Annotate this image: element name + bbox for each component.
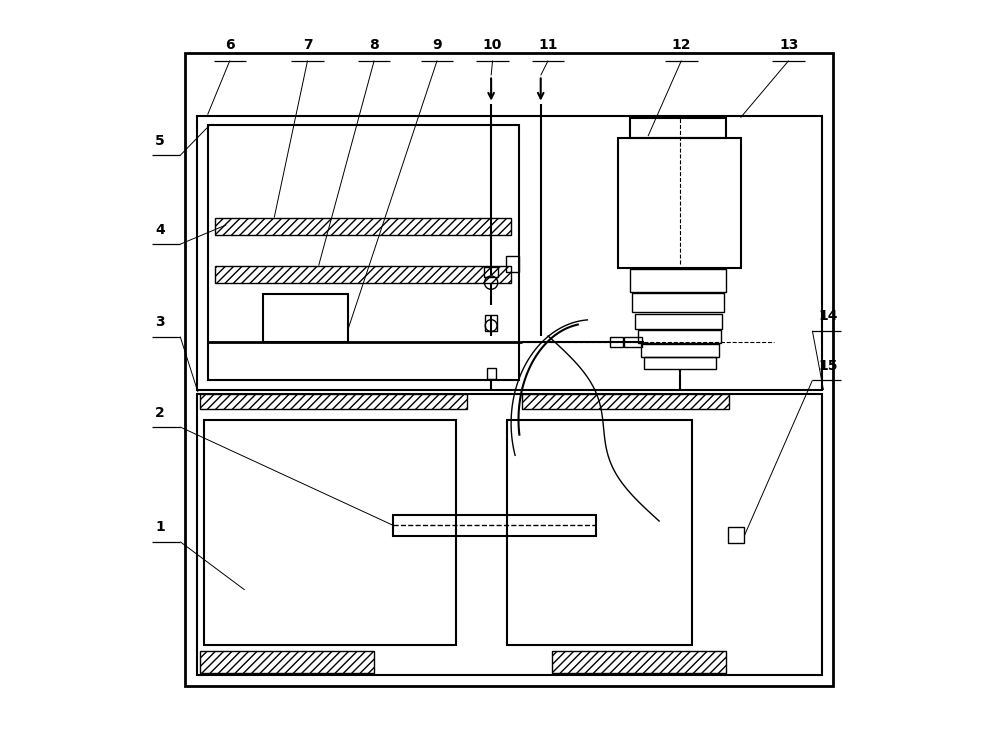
Text: 13: 13	[779, 38, 798, 52]
Bar	[610, 337, 623, 347]
Bar	[393, 515, 596, 536]
Text: 12: 12	[672, 38, 691, 52]
Bar	[215, 218, 511, 235]
Bar	[507, 420, 692, 646]
Text: 1: 1	[155, 520, 165, 534]
Bar	[638, 330, 721, 343]
Text: 8: 8	[369, 38, 379, 52]
Bar	[630, 270, 726, 291]
Bar	[522, 394, 729, 409]
Text: 2: 2	[155, 406, 165, 420]
Bar	[200, 394, 467, 409]
Bar	[200, 651, 374, 672]
Bar	[632, 293, 724, 312]
Bar	[635, 314, 722, 328]
Bar	[204, 420, 456, 646]
Bar	[484, 267, 498, 277]
Bar	[728, 527, 744, 543]
Bar	[618, 138, 741, 268]
Bar	[552, 651, 726, 672]
Text: 4: 4	[155, 223, 165, 237]
Bar	[506, 256, 519, 273]
Text: 9: 9	[432, 38, 442, 52]
Text: 5: 5	[155, 134, 165, 148]
Bar	[641, 344, 719, 357]
Text: 3: 3	[155, 315, 165, 329]
Bar	[208, 125, 519, 380]
Bar	[197, 116, 822, 390]
Bar	[630, 117, 726, 138]
Bar	[215, 267, 511, 282]
Text: 10: 10	[483, 38, 502, 52]
Text: 14: 14	[818, 309, 838, 323]
Bar	[197, 394, 822, 675]
Bar	[185, 53, 833, 686]
Bar	[487, 368, 496, 379]
Bar	[644, 357, 716, 369]
Bar	[485, 314, 497, 331]
Text: 15: 15	[818, 359, 838, 373]
Text: 6: 6	[225, 38, 235, 52]
Text: 7: 7	[303, 38, 312, 52]
Bar	[624, 337, 642, 347]
Text: 11: 11	[538, 38, 558, 52]
Bar	[263, 293, 348, 342]
